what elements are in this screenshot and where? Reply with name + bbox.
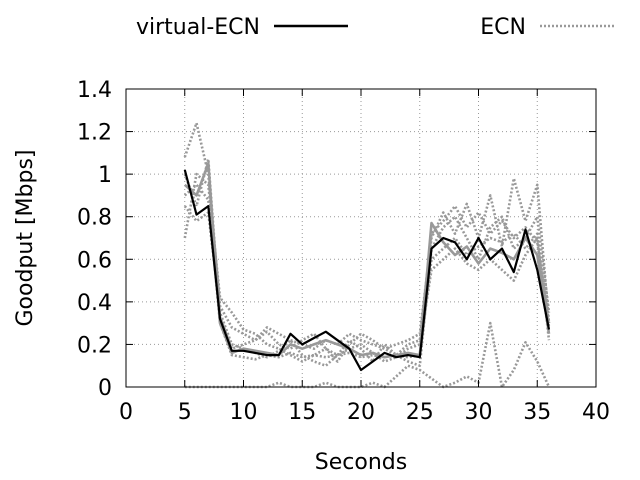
y-tick-label: 0.8	[77, 206, 112, 231]
x-tick-label: 0	[119, 400, 133, 425]
x-tick-label: 5	[178, 400, 192, 425]
x-tick-label: 10	[230, 400, 258, 425]
x-tick-label: 25	[406, 400, 434, 425]
x-tick-label: 15	[288, 400, 316, 425]
legend: virtual-ECN ECN	[136, 15, 614, 40]
series-line-ecn-run-2	[183, 121, 551, 351]
y-tick-label: 1.2	[77, 121, 112, 146]
x-tick-label: 20	[347, 400, 375, 425]
series-line-ecn-run-3	[183, 172, 551, 368]
series-line-ecn-run-1	[183, 162, 551, 359]
y-tick-label: 1.4	[77, 78, 112, 103]
series-line-ecn-run-4	[183, 205, 551, 368]
y-tick-label: 0	[98, 376, 112, 401]
y-tick-label: 1	[98, 163, 112, 188]
x-tick-label: 35	[523, 400, 551, 425]
y-tick-label: 0.4	[77, 291, 112, 316]
legend-label-virtual-ecn: virtual-ECN	[136, 15, 260, 40]
axis-ticks: 0 5 10 15 20 25 30 35 40 0 0.2 0.4 0.6 0.8 1 1.2 1.4	[77, 78, 610, 425]
y-tick-label: 0.6	[77, 248, 112, 273]
x-axis-title: Seconds	[315, 450, 407, 475]
series-line-virtual-ecn	[183, 169, 551, 372]
series-line-ecn-run-7	[183, 157, 551, 363]
y-axis-title: Goodput [Mbps]	[13, 150, 38, 327]
x-tick-label: 40	[582, 400, 610, 425]
x-tick-label: 30	[465, 400, 493, 425]
y-tick-label: 0.2	[77, 333, 112, 358]
legend-label-ecn: ECN	[480, 15, 526, 40]
series-line-ecn-run-5	[183, 183, 551, 361]
series-lines	[183, 121, 551, 389]
